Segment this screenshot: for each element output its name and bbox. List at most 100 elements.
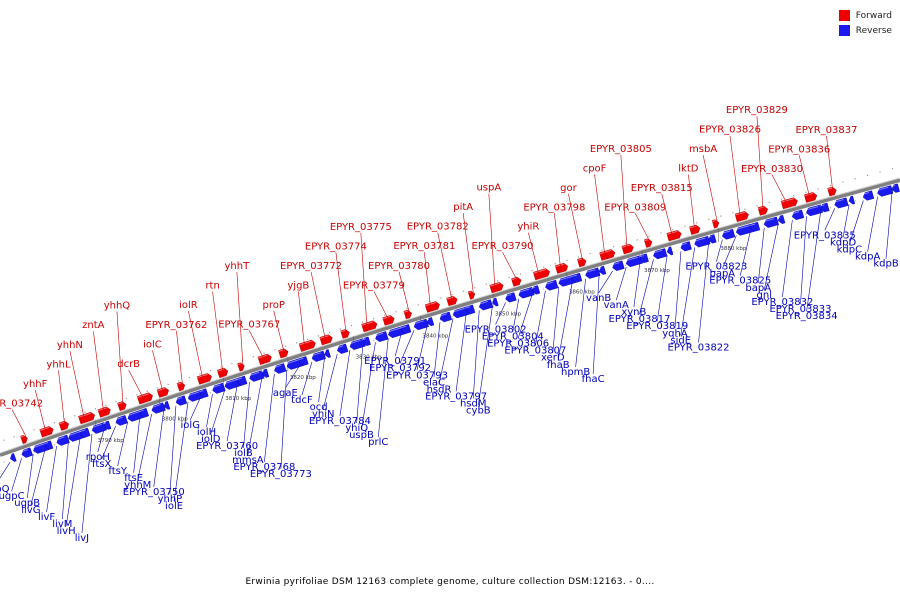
reverse-gene-EPYR_03760[interactable] bbox=[236, 375, 248, 386]
gene-arrow[interactable] bbox=[804, 192, 818, 203]
gene-arrow[interactable] bbox=[707, 234, 717, 244]
gene-arrow[interactable] bbox=[103, 420, 112, 430]
gene-arrow[interactable] bbox=[666, 246, 674, 256]
forward-gene-gor[interactable] bbox=[577, 257, 587, 268]
gene-arrow[interactable] bbox=[834, 197, 849, 209]
reverse-gene-uspB[interactable] bbox=[374, 331, 389, 342]
gene-arrow[interactable] bbox=[734, 211, 750, 222]
gene-arrow[interactable] bbox=[876, 185, 894, 198]
reverse-gene-EPYR_03791[interactable] bbox=[400, 324, 412, 335]
gene-arrow[interactable] bbox=[286, 357, 304, 370]
reverse-gene-livH[interactable] bbox=[79, 427, 91, 438]
reverse-gene-ugpQ[interactable] bbox=[9, 453, 17, 462]
gene-arrow[interactable] bbox=[361, 320, 379, 333]
reverse-gene-kdpD[interactable] bbox=[847, 195, 856, 205]
gene-arrow[interactable] bbox=[336, 343, 349, 355]
gene-arrow[interactable] bbox=[374, 331, 389, 342]
gene-arrow[interactable] bbox=[151, 402, 166, 415]
forward-gene-yhhL[interactable] bbox=[58, 420, 70, 431]
forward-gene-msbA[interactable] bbox=[711, 219, 720, 229]
reverse-gene-EPYR_03823[interactable] bbox=[721, 228, 736, 240]
gene-arrow[interactable] bbox=[156, 386, 170, 398]
gene-arrow[interactable] bbox=[403, 309, 413, 320]
gene-arrow[interactable] bbox=[465, 304, 476, 315]
forward-gene-pitA[interactable] bbox=[467, 290, 476, 300]
reverse-gene-ftsE[interactable] bbox=[138, 408, 149, 418]
forward-gene-iolC[interactable] bbox=[156, 386, 170, 398]
forward-gene-EPYR_03829[interactable] bbox=[757, 205, 769, 216]
reverse-gene-vanB[interactable] bbox=[611, 260, 625, 272]
gene-arrow[interactable] bbox=[599, 249, 617, 261]
reverse-gene-EPYR_03773[interactable] bbox=[285, 357, 304, 370]
gene-arrow[interactable] bbox=[211, 382, 226, 394]
gene-arrow[interactable] bbox=[478, 299, 494, 311]
forward-gene-EPYR_03775[interactable] bbox=[361, 320, 379, 333]
gene-arrow[interactable] bbox=[311, 350, 326, 363]
gene-arrow[interactable] bbox=[56, 434, 70, 446]
forward-gene-EPYR_03772[interactable] bbox=[319, 334, 334, 346]
reverse-gene-EPYR_03822[interactable] bbox=[707, 234, 717, 244]
gene-arrow[interactable] bbox=[694, 235, 711, 248]
gene-arrow[interactable] bbox=[115, 415, 128, 426]
gene-arrow[interactable] bbox=[323, 349, 331, 358]
forward-gene-EPYR_03805[interactable] bbox=[621, 243, 635, 255]
gene-arrow[interactable] bbox=[78, 411, 96, 425]
reverse-gene-EPYR_03817[interactable] bbox=[652, 248, 668, 260]
gene-arrow[interactable] bbox=[163, 400, 171, 410]
forward-gene-EPYR_03798[interactable] bbox=[554, 262, 569, 274]
reverse-gene-hsdR[interactable] bbox=[452, 306, 470, 319]
forward-gene-dcrB[interactable] bbox=[136, 392, 154, 405]
reverse-gene-livF[interactable] bbox=[55, 434, 70, 446]
gene-arrow[interactable] bbox=[439, 311, 452, 323]
reverse-gene-cybB[interactable] bbox=[491, 297, 499, 307]
reverse-gene-EPYR_03792[interactable] bbox=[413, 318, 429, 331]
gene-arrow[interactable] bbox=[504, 292, 517, 304]
gene-arrow[interactable] bbox=[176, 381, 186, 392]
forward-gene-EPYR_03837[interactable] bbox=[827, 186, 838, 197]
reverse-gene-rpoH[interactable] bbox=[102, 420, 112, 430]
reverse-gene-iolB[interactable] bbox=[248, 370, 265, 383]
reverse-gene-EPYR_03833[interactable] bbox=[805, 204, 824, 217]
gene-arrow[interactable] bbox=[136, 392, 154, 405]
reverse-gene-mmsA[interactable] bbox=[260, 368, 270, 378]
reverse-gene-hpmB[interactable] bbox=[584, 267, 601, 280]
gene-arrow[interactable] bbox=[848, 195, 856, 205]
reverse-gene-kdpC[interactable] bbox=[862, 190, 875, 201]
gene-arrow[interactable] bbox=[666, 230, 683, 242]
reverse-gene-yqhA[interactable] bbox=[679, 241, 692, 252]
reverse-gene-EPYR_03834[interactable] bbox=[819, 202, 830, 213]
gene-arrow[interactable] bbox=[196, 372, 213, 385]
gene-arrow[interactable] bbox=[598, 265, 607, 275]
gene-arrow[interactable] bbox=[571, 272, 583, 283]
gene-arrow[interactable] bbox=[763, 216, 779, 228]
gene-arrow[interactable] bbox=[387, 325, 407, 339]
reverse-gene-vanA[interactable] bbox=[625, 255, 643, 267]
reverse-gene-EPYR_03806[interactable] bbox=[531, 285, 541, 295]
gene-arrow[interactable] bbox=[199, 388, 209, 399]
gene-arrow[interactable] bbox=[175, 395, 188, 407]
gene-arrow[interactable] bbox=[248, 370, 265, 383]
gene-arrow[interactable] bbox=[511, 276, 522, 287]
forward-gene-EPYR_03774[interactable] bbox=[340, 328, 351, 339]
forward-gene-zntA[interactable] bbox=[97, 406, 112, 418]
forward-gene-yjgB[interactable] bbox=[298, 339, 317, 352]
gene-arrow[interactable] bbox=[452, 306, 470, 319]
gene-arrow[interactable] bbox=[711, 219, 720, 229]
gene-arrow[interactable] bbox=[236, 375, 248, 386]
gene-arrow[interactable] bbox=[400, 324, 412, 335]
forward-gene-EPYR_03742[interactable] bbox=[20, 434, 28, 445]
forward-gene-cpoF[interactable] bbox=[599, 249, 617, 261]
gene-arrow[interactable] bbox=[319, 334, 334, 346]
gene-arrow[interactable] bbox=[625, 255, 643, 267]
gene-arrow[interactable] bbox=[426, 317, 435, 327]
reverse-gene-ugpB[interactable] bbox=[32, 441, 50, 454]
gene-arrow[interactable] bbox=[349, 338, 366, 350]
reverse-gene-EPYR_03804[interactable] bbox=[517, 286, 535, 299]
gene-arrow[interactable] bbox=[554, 262, 569, 274]
reverse-gene-bapA[interactable] bbox=[735, 223, 754, 236]
reverse-gene-EPYR_03797[interactable] bbox=[465, 304, 476, 315]
reverse-gene-ocd[interactable] bbox=[323, 349, 331, 358]
reverse-gene-ugpC[interactable] bbox=[20, 447, 33, 459]
gene-arrow[interactable] bbox=[79, 427, 91, 438]
reverse-gene-xynB[interactable] bbox=[638, 253, 649, 264]
